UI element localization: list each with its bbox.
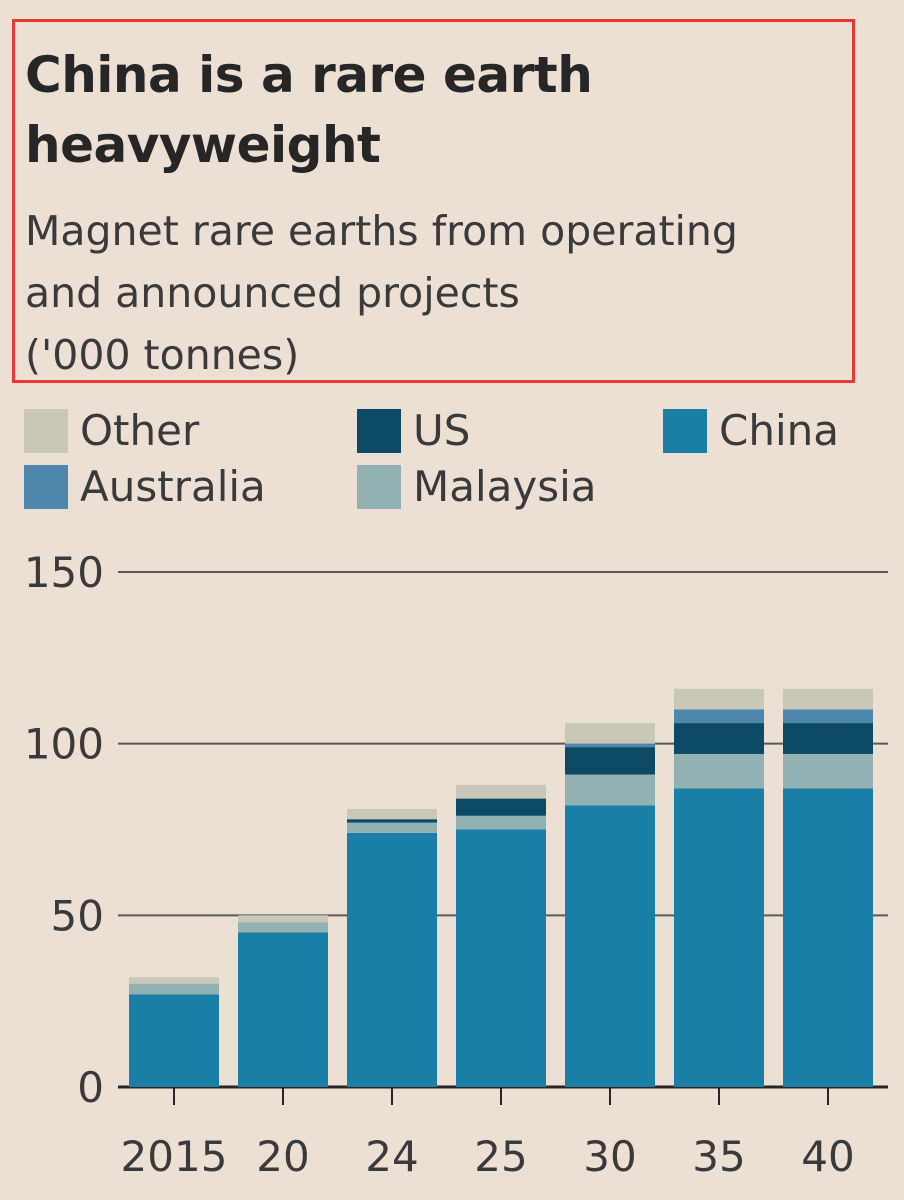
bar-china-20 bbox=[238, 932, 328, 1087]
bar-us-40 bbox=[783, 723, 873, 754]
bar-china-2015 bbox=[129, 994, 219, 1087]
legend-label-us: US bbox=[413, 406, 471, 455]
bar-malaysia-20 bbox=[238, 922, 328, 933]
bar-us-25 bbox=[456, 798, 546, 816]
bar-other-25 bbox=[456, 784, 546, 799]
bar-china-40 bbox=[783, 788, 873, 1087]
chart-subtitle-line-2: and announced projects bbox=[25, 269, 520, 317]
legend-item-us: US bbox=[357, 409, 470, 453]
chart-title-line-2: heavyweight bbox=[25, 116, 381, 174]
legend-label-malaysia: Malaysia bbox=[413, 462, 597, 511]
bar-china-30 bbox=[565, 805, 655, 1087]
chart-title: China is a rare earth heavyweight bbox=[25, 40, 593, 180]
bar-china-25 bbox=[456, 829, 546, 1087]
bar-other-40 bbox=[783, 688, 873, 710]
legend-item-australia: Australia bbox=[24, 465, 266, 509]
x-tick-label-40: 40 bbox=[801, 1132, 854, 1181]
legend-swatch-china bbox=[663, 409, 707, 453]
bar-china-35 bbox=[674, 788, 764, 1087]
legend-swatch-other bbox=[24, 409, 68, 453]
y-tick-label-0: 0 bbox=[77, 1063, 104, 1112]
x-tick-label-2015: 2015 bbox=[121, 1132, 228, 1181]
legend-item-china: China bbox=[663, 409, 839, 453]
x-tick-label-30: 30 bbox=[583, 1132, 636, 1181]
x-tick-label-35: 35 bbox=[692, 1132, 745, 1181]
chart-header-box: China is a rare earth heavyweight Magnet… bbox=[12, 19, 855, 383]
chart-subtitle-line-3: ('000 tonnes) bbox=[25, 331, 300, 379]
bar-malaysia-30 bbox=[565, 774, 655, 806]
bar-malaysia-25 bbox=[456, 815, 546, 830]
legend-swatch-malaysia bbox=[357, 465, 401, 509]
chart-subtitle: Magnet rare earths from operating and an… bbox=[25, 200, 738, 386]
bar-us-35 bbox=[674, 723, 764, 754]
legend-item-other: Other bbox=[24, 409, 199, 453]
bar-australia-30 bbox=[565, 743, 655, 748]
bar-china-24 bbox=[347, 832, 437, 1087]
legend-swatch-australia bbox=[24, 465, 68, 509]
x-tick-label-20: 20 bbox=[256, 1132, 309, 1181]
bar-australia-35 bbox=[674, 709, 764, 724]
legend-label-australia: Australia bbox=[80, 462, 266, 511]
chart-title-line-1: China is a rare earth bbox=[25, 46, 593, 104]
bar-other-35 bbox=[674, 688, 764, 710]
bar-other-24 bbox=[347, 808, 437, 820]
bar-other-30 bbox=[565, 723, 655, 744]
bar-malaysia-24 bbox=[347, 822, 437, 833]
legend-item-malaysia: Malaysia bbox=[357, 465, 597, 509]
y-tick-label-100: 100 bbox=[24, 720, 104, 769]
bar-us-30 bbox=[565, 747, 655, 775]
bar-other-2015 bbox=[129, 977, 219, 984]
bar-us-24 bbox=[347, 819, 437, 823]
legend-label-other: Other bbox=[80, 406, 200, 455]
bar-other-20 bbox=[238, 915, 328, 923]
bar-malaysia-35 bbox=[674, 753, 764, 789]
x-tick-label-24: 24 bbox=[365, 1132, 418, 1181]
bar-australia-40 bbox=[783, 709, 873, 724]
y-tick-label-150: 150 bbox=[24, 548, 104, 597]
legend-swatch-us bbox=[357, 409, 401, 453]
y-tick-label-50: 50 bbox=[51, 891, 104, 940]
chart-legend: Other US China Australia Malaysia bbox=[0, 0, 904, 520]
chart-subtitle-line-1: Magnet rare earths from operating bbox=[25, 207, 738, 255]
bar-malaysia-2015 bbox=[129, 984, 219, 995]
bar-malaysia-40 bbox=[783, 753, 873, 789]
legend-label-china: China bbox=[719, 406, 839, 455]
x-tick-label-25: 25 bbox=[474, 1132, 527, 1181]
